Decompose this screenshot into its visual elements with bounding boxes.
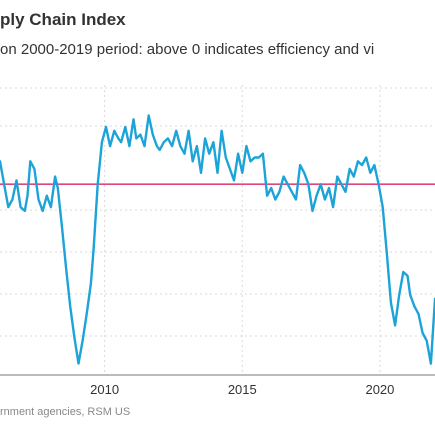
x-tick-label-2015: 2015 xyxy=(228,382,257,397)
series-line xyxy=(0,114,435,365)
x-gridlines xyxy=(104,85,381,375)
chart-title: ply Chain Index xyxy=(0,10,126,29)
x-tick-label-2020: 2020 xyxy=(365,382,394,397)
x-tick-label-2010: 2010 xyxy=(90,382,119,397)
line-chart: 2010 2015 2020 xyxy=(0,85,435,397)
x-axis-tick-labels: 2010 2015 2020 xyxy=(90,382,394,397)
chart-subtitle: on 2000-2019 period: above 0 indicates e… xyxy=(0,41,375,58)
source-note: rnment agencies, RSM US xyxy=(0,406,131,418)
y-gridlines xyxy=(0,87,435,337)
